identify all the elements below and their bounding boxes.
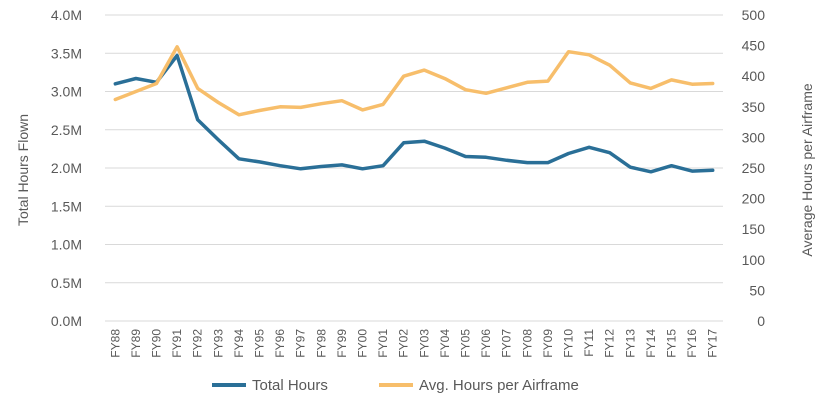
- right-tick-label: 500: [742, 7, 766, 23]
- x-tick-label: FY12: [603, 329, 617, 358]
- x-tick-label: FY16: [685, 329, 699, 358]
- x-tick-label: FY00: [356, 329, 370, 358]
- left-axis-title: Total Hours Flown: [15, 114, 31, 226]
- right-tick-label: 150: [742, 221, 766, 237]
- left-tick-label: 1.5M: [51, 198, 82, 214]
- left-tick-label: 3.5M: [51, 45, 82, 61]
- x-tick-label: FY07: [500, 329, 514, 358]
- x-tick-label: FY06: [479, 329, 493, 358]
- x-tick-label: FY13: [623, 329, 637, 358]
- right-tick-label: 400: [742, 68, 766, 84]
- x-tick-label: FY05: [459, 329, 473, 358]
- left-tick-label: 4.0M: [51, 7, 82, 23]
- x-tick-label: FY10: [562, 329, 576, 358]
- x-tick-label: FY09: [541, 329, 555, 358]
- x-tick-label: FY08: [520, 329, 534, 358]
- x-axis-ticks: FY88 FY89 FY90 FY91 FY92 FY93 FY94 FY95 FY96 FY97…: [108, 329, 719, 358]
- x-tick-label: FY94: [232, 329, 246, 358]
- legend-label-avg-hours: Avg. Hours per Airframe: [419, 377, 579, 394]
- legend: Total Hours Avg. Hours per Airframe: [212, 377, 579, 394]
- x-tick-label: FY03: [417, 329, 431, 358]
- left-tick-label: 0.0M: [51, 313, 82, 329]
- left-tick-label: 0.5M: [51, 275, 82, 291]
- x-tick-label: FY97: [294, 329, 308, 358]
- gridlines: [105, 14, 723, 284]
- x-tick-label: FY04: [438, 329, 452, 358]
- right-tick-label: 0: [757, 313, 765, 329]
- x-tick-label: FY93: [211, 329, 225, 358]
- series-line-total-hours: [113, 53, 715, 174]
- x-tick-label: FY91: [170, 329, 184, 358]
- x-tick-label: FY96: [273, 329, 287, 358]
- x-tick-label: FY89: [129, 329, 143, 358]
- x-tick-label: FY90: [150, 329, 164, 358]
- left-tick-label: 3.0M: [51, 84, 82, 100]
- x-tick-label: FY17: [706, 329, 720, 358]
- right-tick-label: 200: [742, 191, 766, 207]
- left-tick-label: 2.0M: [51, 160, 82, 176]
- x-tick-label: FY14: [644, 329, 658, 358]
- x-tick-label: FY99: [335, 329, 349, 358]
- x-tick-label: FY01: [376, 329, 390, 358]
- right-tick-label: 350: [742, 99, 766, 115]
- series-line-avg-hours: [113, 45, 715, 117]
- x-tick-label: FY02: [397, 329, 411, 358]
- right-tick-label: 250: [742, 160, 766, 176]
- x-tick-label: FY11: [582, 329, 596, 357]
- x-tick-label: FY15: [665, 329, 679, 358]
- right-tick-label: 50: [749, 282, 765, 298]
- x-tick-label: FY88: [108, 329, 122, 358]
- x-tick-label: FY95: [253, 329, 267, 358]
- right-tick-label: 300: [742, 129, 766, 145]
- x-tick-label: FY98: [314, 329, 328, 358]
- left-axis-ticks: 0.0M 0.5M 1.0M 1.5M 2.0M 2.5M 3.0M 3.5M 4.0M: [51, 7, 82, 329]
- right-tick-label: 450: [742, 38, 766, 54]
- left-tick-label: 1.0M: [51, 237, 82, 253]
- right-axis-ticks: 0 50 100 150 200 250 300 350 400 450 500: [742, 7, 766, 329]
- legend-label-total-hours: Total Hours: [252, 377, 328, 394]
- right-axis-title: Average Hours per Airframe: [799, 83, 815, 256]
- left-tick-label: 2.5M: [51, 122, 82, 138]
- right-tick-label: 100: [742, 252, 766, 268]
- series-lines: [113, 45, 715, 174]
- x-tick-label: FY92: [191, 329, 205, 358]
